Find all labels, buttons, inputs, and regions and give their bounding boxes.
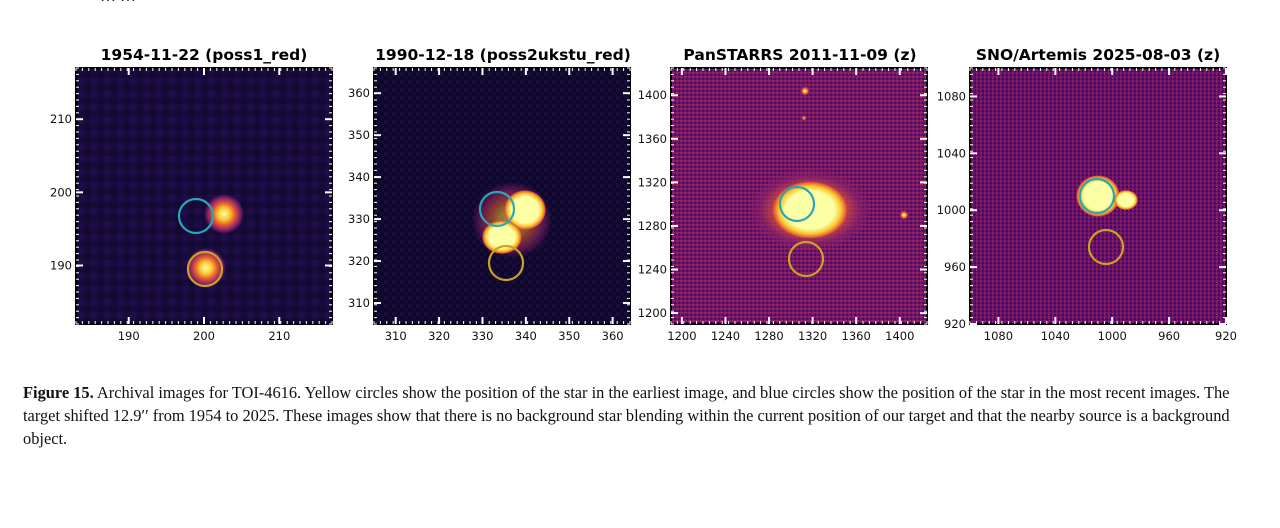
x-tick-label: 1080 bbox=[984, 329, 1013, 343]
figure-caption-label: Figure 15. bbox=[23, 383, 94, 402]
x-tick-label: 1320 bbox=[798, 329, 827, 343]
x-tick-label: 1400 bbox=[885, 329, 914, 343]
x-tick-label: 920 bbox=[1215, 329, 1237, 343]
y-tick-label: 200 bbox=[50, 185, 72, 199]
x-tick-label: 1040 bbox=[1041, 329, 1070, 343]
panel-2-source-upper bbox=[504, 190, 546, 230]
y-tick-label: 320 bbox=[348, 254, 370, 268]
panel-2-earliest-position-circle bbox=[487, 244, 525, 282]
x-tick-label: 960 bbox=[1158, 329, 1180, 343]
panel-1-source-lower bbox=[186, 248, 226, 288]
x-tick-label: 1240 bbox=[711, 329, 740, 343]
y-tick-label: 330 bbox=[348, 212, 370, 226]
x-tick-label: 1200 bbox=[667, 329, 696, 343]
panel-4-earliest-position-circle bbox=[1087, 228, 1125, 266]
y-tick-label: 920 bbox=[944, 317, 966, 331]
clipped-previous-line: … … bbox=[100, 0, 136, 6]
panel-3-earliest-position-circle bbox=[787, 240, 825, 278]
figure-caption: Figure 15. Archival images for TOI-4616.… bbox=[23, 381, 1263, 450]
x-tick-label: 210 bbox=[268, 329, 290, 343]
y-tick-label: 1320 bbox=[638, 175, 667, 189]
panel-3-source-right bbox=[899, 210, 909, 220]
y-tick-label: 1080 bbox=[937, 89, 966, 103]
figure-caption-text: Archival images for TOI-4616. Yellow cir… bbox=[23, 383, 1230, 448]
x-tick-label: 340 bbox=[515, 329, 537, 343]
y-tick-label: 1360 bbox=[638, 132, 667, 146]
panel-4-recent-position-circle bbox=[1078, 177, 1116, 215]
y-tick-label: 1000 bbox=[937, 203, 966, 217]
x-tick-label: 310 bbox=[385, 329, 407, 343]
x-tick-label: 320 bbox=[428, 329, 450, 343]
y-tick-label: 340 bbox=[348, 170, 370, 184]
y-tick-label: 350 bbox=[348, 128, 370, 142]
panel-1-image: 190 200 210 210 200 190 310 320 330 340 350 360 360 3… bbox=[50, 67, 1237, 343]
y-tick-label: 1040 bbox=[937, 146, 966, 160]
x-tick-label: 200 bbox=[193, 329, 215, 343]
x-tick-label: 350 bbox=[558, 329, 580, 343]
panel-1-source-upper bbox=[204, 194, 244, 234]
y-tick-label: 310 bbox=[348, 296, 370, 310]
y-tick-label: 1400 bbox=[638, 88, 667, 102]
panel-2-source-lower bbox=[482, 220, 522, 254]
x-tick-label: 1000 bbox=[1098, 329, 1127, 343]
y-tick-label: 1280 bbox=[638, 219, 667, 233]
panel-1-earliest-position-circle bbox=[186, 250, 224, 288]
y-tick-label: 960 bbox=[944, 260, 966, 274]
y-tick-label: 360 bbox=[348, 86, 370, 100]
y-tick-label: 210 bbox=[50, 112, 72, 126]
x-tick-label: 330 bbox=[471, 329, 493, 343]
y-tick-label: 1200 bbox=[638, 306, 667, 320]
panel-1-title: 1954-11-22 (poss1_red) bbox=[100, 46, 308, 64]
x-tick-label: 360 bbox=[602, 329, 624, 343]
archival-image-figure: 1954-11-22 (poss1_red) bbox=[50, 46, 1237, 343]
panel-3-source-faint-2 bbox=[801, 115, 807, 121]
x-tick-label: 190 bbox=[118, 329, 140, 343]
panel-2-recent-position-circle bbox=[478, 190, 516, 228]
panel-2-title: 1990-12-18 (poss2ukstu_red) bbox=[375, 46, 631, 64]
y-tick-label: 1240 bbox=[638, 263, 667, 277]
panel-4-title: SNO/Artemis 2025-08-03 (z) bbox=[975, 46, 1221, 64]
y-tick-label: 190 bbox=[50, 258, 72, 272]
panel-3-source-main bbox=[772, 181, 848, 239]
x-tick-label: 1280 bbox=[754, 329, 783, 343]
panel-4-source-secondary bbox=[1114, 190, 1138, 210]
x-tick-label: 1360 bbox=[842, 329, 871, 343]
panel-3-source-faint-top bbox=[800, 86, 810, 96]
panel-1-recent-position-circle bbox=[177, 197, 215, 235]
panel-3-title: PanSTARRS 2011-11-09 (z) bbox=[683, 46, 917, 64]
panel-3-recent-position-circle bbox=[778, 185, 816, 223]
